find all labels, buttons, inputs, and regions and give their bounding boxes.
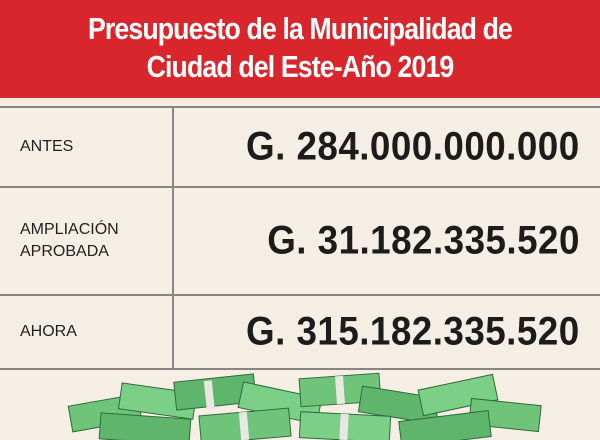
title-line: Presupuesto de la Municipalidad de [87, 11, 513, 46]
divider [172, 296, 174, 368]
row-value: G. 31.182.335.520 [267, 218, 580, 263]
divider [172, 108, 174, 186]
table: ANTES G. 284.000.000.000 AMPLIACIÓN APRO… [0, 106, 600, 370]
row-value: G. 315.182.335.520 [246, 309, 580, 354]
bill-bands [203, 375, 349, 440]
divider [172, 188, 174, 294]
money-pile [67, 372, 542, 440]
row-label: ANTES [20, 138, 74, 155]
header: Presupuesto de la Municipalidad de Ciuda… [0, 0, 600, 98]
title-line: Ciudad del Este-Año 2019 [146, 49, 455, 84]
row-label: AHORA [20, 323, 77, 340]
row-label: AMPLIACIÓN APROBADA [20, 221, 119, 260]
bills [67, 372, 542, 440]
row: ANTES G. 284.000.000.000 [0, 108, 600, 188]
row: AHORA G. 315.182.335.520 [0, 296, 600, 370]
row-value: G. 284.000.000.000 [246, 124, 580, 169]
row: AMPLIACIÓN APROBADA G. 31.182.335.520 [0, 188, 600, 296]
